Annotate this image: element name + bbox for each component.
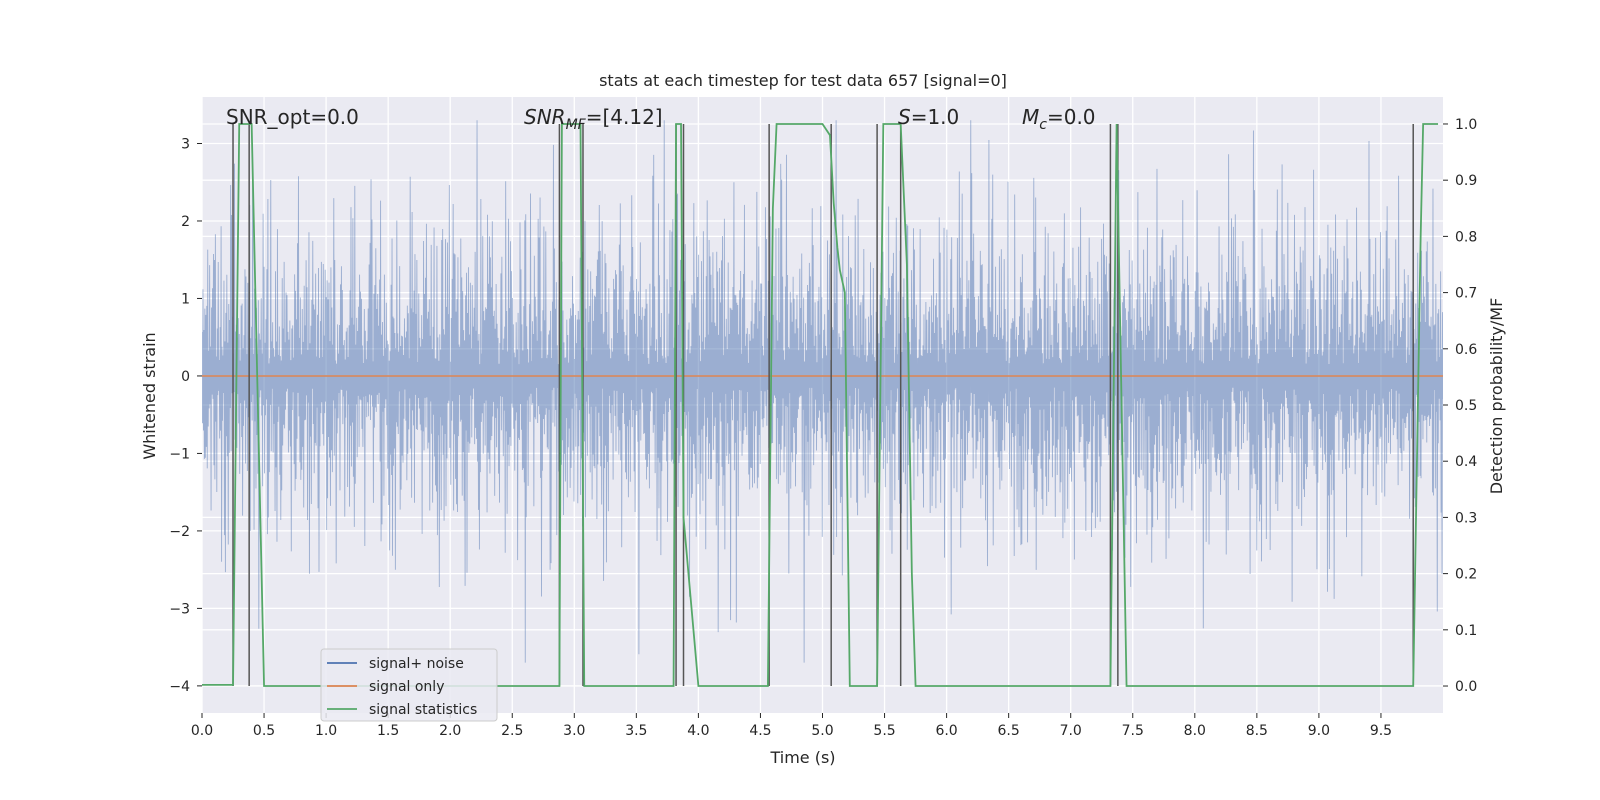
- annotation-snr-opt: SNR_opt=0.0: [226, 105, 359, 129]
- x-tick-label: 2.0: [439, 723, 461, 739]
- x-tick-label: 5.0: [811, 723, 833, 739]
- annotations: SNR_opt=0.0 SNRMF=[4.12] S=1.0 Mc=0.0: [226, 105, 1096, 133]
- y-right-tick-label: 0.2: [1455, 567, 1477, 583]
- x-tick-label: 3.5: [625, 723, 647, 739]
- x-tick-label: 9.0: [1308, 723, 1330, 739]
- y-tick-label: 2: [181, 214, 190, 230]
- y-right-tick-label: 0.5: [1455, 398, 1477, 414]
- x-tick-label: 5.5: [873, 723, 895, 739]
- y-tick-label: −1: [169, 446, 190, 462]
- y-tick-label: −2: [169, 524, 190, 540]
- y-tick-label: −3: [169, 601, 190, 617]
- series-signal-statistics-line: [202, 123, 1439, 687]
- annotation-snr-mf: SNRMF=[4.12]: [524, 105, 663, 133]
- x-tick-label: 0.0: [191, 723, 213, 739]
- y-right-tick-label: 0.3: [1455, 510, 1477, 526]
- legend-box: [320, 648, 498, 722]
- y-tick-label: −4: [169, 679, 190, 695]
- y-tick-label: 1: [181, 291, 190, 307]
- x-tick-label: 7.5: [1122, 723, 1144, 739]
- data-layer: [202, 120, 1443, 687]
- y-axis-label: Whitened strain: [140, 332, 159, 459]
- legend-label: signal+ noise: [369, 656, 464, 672]
- y-axis-right-label: Detection probability/MF: [1487, 298, 1506, 495]
- chart-title: stats at each timestep for test data 657…: [599, 71, 1007, 90]
- x-tick-label: 6.5: [998, 723, 1020, 739]
- x-tick-label: 7.0: [1060, 723, 1082, 739]
- x-tick-label: 9.5: [1370, 723, 1392, 739]
- x-tick-label: 1.5: [377, 723, 399, 739]
- y-right-tick-label: 1.0: [1455, 117, 1477, 133]
- y-tick-label: 0: [181, 369, 190, 385]
- x-tick-label: 3.0: [563, 723, 585, 739]
- x-tick-label: 8.0: [1184, 723, 1206, 739]
- x-tick-label: 6.0: [935, 723, 957, 739]
- legend-label: signal only: [369, 679, 444, 695]
- x-tick-label: 4.0: [687, 723, 709, 739]
- legend: signal+ noise signal only signal statistic…: [320, 648, 498, 722]
- x-tick-label: 0.5: [253, 723, 275, 739]
- tick-layer: 0.0 0.5 1.0 1.5 2.0 2.5 3.0 3.5 4.0 4.5 5.0 5.5 6.0 6…: [169, 117, 1477, 739]
- x-axis-label: Time (s): [769, 748, 835, 767]
- x-tick-label: 4.5: [749, 723, 771, 739]
- annotation-mc: Mc=0.0: [1022, 105, 1096, 133]
- y-right-tick-label: 0.1: [1455, 623, 1477, 639]
- y-right-tick-label: 0.7: [1455, 286, 1477, 302]
- legend-label: signal statistics: [369, 702, 477, 718]
- x-tick-label: 1.0: [315, 723, 337, 739]
- annotation-s: S=1.0: [898, 105, 959, 129]
- y-right-tick-label: 0.6: [1455, 342, 1477, 358]
- y-right-tick-label: 0.0: [1455, 679, 1477, 695]
- y-tick-label: 3: [181, 136, 190, 152]
- x-tick-label: 2.5: [501, 723, 523, 739]
- y-right-tick-label: 0.9: [1455, 173, 1477, 189]
- x-tick-label: 8.5: [1246, 723, 1268, 739]
- y-right-tick-label: 0.8: [1455, 229, 1477, 245]
- y-right-tick-label: 0.4: [1455, 454, 1477, 470]
- series-signal-noise-line: [202, 120, 1443, 663]
